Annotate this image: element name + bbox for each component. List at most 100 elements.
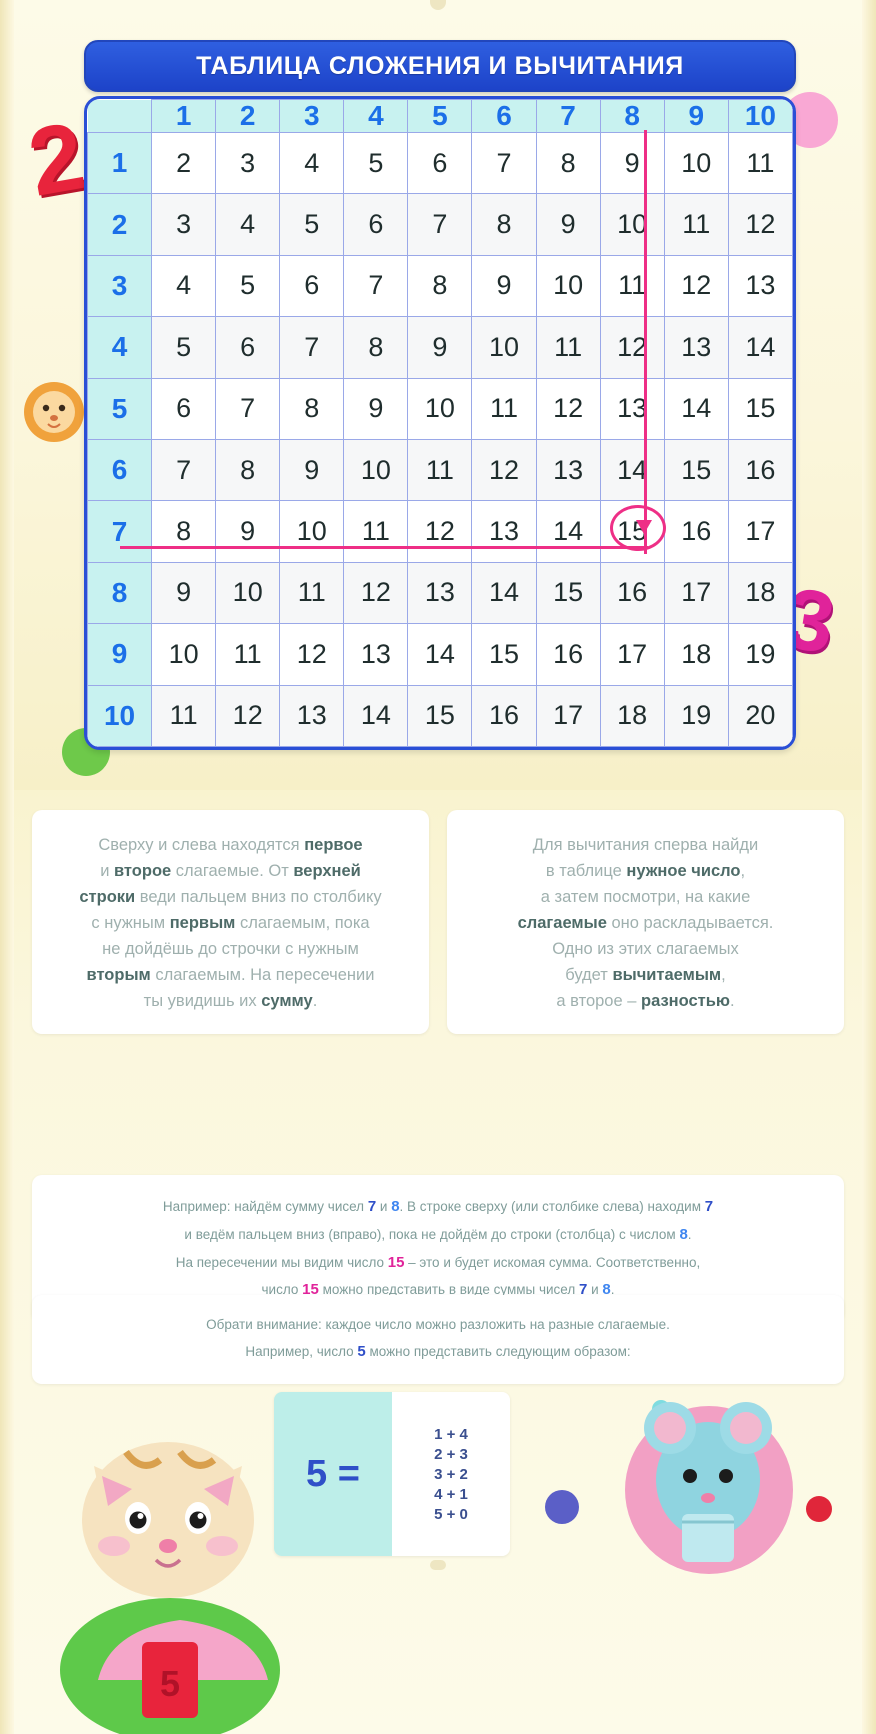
table-column-header-7[interactable]: 7 [535,99,601,133]
table-row-header-10[interactable]: 10 [87,684,153,747]
table-cell-4-9[interactable]: 13 [663,316,729,379]
addition-table-container[interactable]: 1 2 3 4 5 6 7 8 9 10 1 2 3 4 5 6 7 8 9 10 11 2 3 4 5 6 7 8 9 10 11 12 3… [84,96,796,750]
table-cell-2-5[interactable]: 7 [407,193,473,256]
table-cell-8-8[interactable]: 16 [599,561,665,625]
table-cell-10-4[interactable]: 14 [343,684,409,747]
table-cell-2-6[interactable]: 8 [471,193,537,256]
table-cell-4-7[interactable]: 11 [535,316,601,379]
table-column-header-3[interactable]: 3 [279,99,345,133]
table-cell-9-4[interactable]: 13 [343,623,409,686]
table-cell-8-3[interactable]: 11 [279,561,345,625]
table-cell-1-5[interactable]: 6 [407,131,473,195]
table-cell-6-9[interactable]: 15 [663,438,729,502]
table-cell-4-6[interactable]: 10 [471,316,537,379]
table-cell-1-1[interactable]: 2 [151,131,217,195]
table-cell-8-10[interactable]: 18 [727,561,793,625]
table-cell-1-2[interactable]: 3 [215,131,281,195]
table-cell-1-8[interactable]: 9 [599,131,665,195]
table-cell-5-8[interactable]: 13 [599,377,665,440]
table-cell-9-2[interactable]: 11 [215,623,281,686]
table-column-header-1[interactable]: 1 [151,99,217,133]
table-cell-2-1[interactable]: 3 [151,193,217,256]
table-cell-4-1[interactable]: 5 [151,316,217,379]
table-cell-3-6[interactable]: 9 [471,254,537,318]
table-cell-8-5[interactable]: 13 [407,561,473,625]
table-cell-2-10[interactable]: 12 [727,193,793,256]
table-column-header-9[interactable]: 9 [663,99,729,133]
table-cell-5-9[interactable]: 14 [663,377,729,440]
table-row-header-2[interactable]: 2 [87,193,153,256]
table-cell-10-5[interactable]: 15 [407,684,473,747]
table-cell-6-2[interactable]: 8 [215,438,281,502]
table-cell-9-6[interactable]: 15 [471,623,537,686]
table-cell-3-10[interactable]: 13 [727,254,793,318]
table-column-header-10[interactable]: 10 [727,99,793,133]
table-cell-3-8[interactable]: 11 [599,254,665,318]
table-cell-3-9[interactable]: 12 [663,254,729,318]
table-column-header-6[interactable]: 6 [471,99,537,133]
table-cell-2-2[interactable]: 4 [215,193,281,256]
table-cell-10-2[interactable]: 12 [215,684,281,747]
table-cell-3-5[interactable]: 8 [407,254,473,318]
table-cell-6-5[interactable]: 11 [407,438,473,502]
table-cell-7-4[interactable]: 11 [343,500,409,563]
table-cell-1-9[interactable]: 10 [663,131,729,195]
table-cell-5-5[interactable]: 10 [407,377,473,440]
table-cell-7-6[interactable]: 13 [471,500,537,563]
table-cell-2-4[interactable]: 6 [343,193,409,256]
table-cell-6-10[interactable]: 16 [727,438,793,502]
table-cell-10-10[interactable]: 20 [727,684,793,747]
table-cell-3-4[interactable]: 7 [343,254,409,318]
table-cell-1-10[interactable]: 11 [727,131,793,195]
table-cell-5-4[interactable]: 9 [343,377,409,440]
table-row-header-4[interactable]: 4 [87,316,153,379]
table-cell-4-2[interactable]: 6 [215,316,281,379]
table-cell-9-3[interactable]: 12 [279,623,345,686]
table-cell-4-5[interactable]: 9 [407,316,473,379]
table-cell-2-8[interactable]: 10 [599,193,665,256]
table-cell-3-2[interactable]: 5 [215,254,281,318]
table-cell-9-1[interactable]: 10 [151,623,217,686]
table-row-header-6[interactable]: 6 [87,438,153,502]
table-row-header-8[interactable]: 8 [87,561,153,625]
table-cell-9-7[interactable]: 16 [535,623,601,686]
table-cell-10-3[interactable]: 13 [279,684,345,747]
table-cell-1-6[interactable]: 7 [471,131,537,195]
table-cell-7-9[interactable]: 16 [663,500,729,563]
table-cell-5-10[interactable]: 15 [727,377,793,440]
table-cell-2-9[interactable]: 11 [663,193,729,256]
table-column-header-5[interactable]: 5 [407,99,473,133]
table-cell-4-4[interactable]: 8 [343,316,409,379]
table-row-header-3[interactable]: 3 [87,254,153,318]
table-cell-7-5[interactable]: 12 [407,500,473,563]
table-cell-5-3[interactable]: 8 [279,377,345,440]
table-cell-8-4[interactable]: 12 [343,561,409,625]
table-cell-4-8[interactable]: 12 [599,316,665,379]
table-cell-6-7[interactable]: 13 [535,438,601,502]
table-cell-1-7[interactable]: 8 [535,131,601,195]
table-cell-6-8[interactable]: 14 [599,438,665,502]
table-cell-9-8[interactable]: 17 [599,623,665,686]
table-cell-3-3[interactable]: 6 [279,254,345,318]
table-cell-7-10[interactable]: 17 [727,500,793,563]
table-cell-6-6[interactable]: 12 [471,438,537,502]
table-cell-1-3[interactable]: 4 [279,131,345,195]
table-cell-3-7[interactable]: 10 [535,254,601,318]
table-column-header-8[interactable]: 8 [599,99,665,133]
table-row-header-5[interactable]: 5 [87,377,153,440]
table-cell-2-3[interactable]: 5 [279,193,345,256]
table-cell-9-9[interactable]: 18 [663,623,729,686]
table-cell-5-6[interactable]: 11 [471,377,537,440]
table-cell-5-1[interactable]: 6 [151,377,217,440]
table-column-header-2[interactable]: 2 [215,99,281,133]
table-cell-5-2[interactable]: 7 [215,377,281,440]
table-cell-8-2[interactable]: 10 [215,561,281,625]
table-cell-8-7[interactable]: 15 [535,561,601,625]
table-cell-1-4[interactable]: 5 [343,131,409,195]
table-cell-9-10[interactable]: 19 [727,623,793,686]
table-cell-5-7[interactable]: 12 [535,377,601,440]
table-cell-4-10[interactable]: 14 [727,316,793,379]
table-row-header-9[interactable]: 9 [87,623,153,686]
table-cell-10-9[interactable]: 19 [663,684,729,747]
table-cell-10-7[interactable]: 17 [535,684,601,747]
